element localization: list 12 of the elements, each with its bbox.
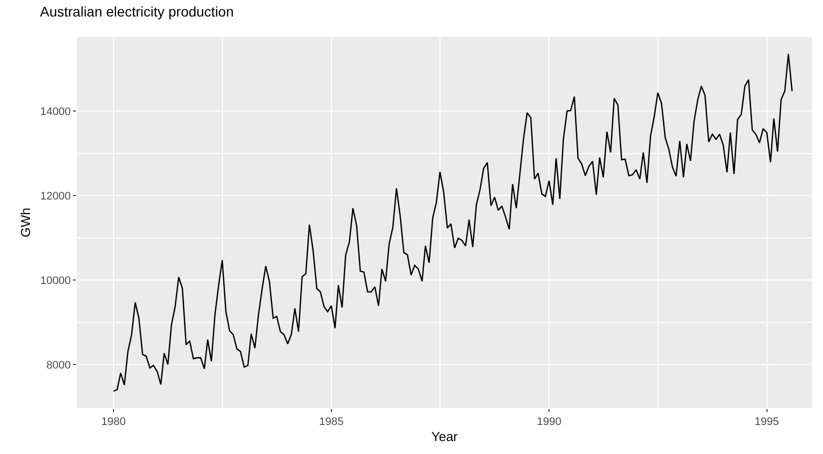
y-tick-label: 12000	[40, 190, 71, 202]
line-series	[112, 53, 793, 392]
y-tick-label: 10000	[40, 274, 71, 287]
x-tick-label: 1995	[754, 416, 780, 428]
y-tick-label: 14000	[40, 106, 71, 118]
x-tick-label: 1980	[101, 416, 126, 428]
x-tick-label: 1985	[319, 416, 344, 428]
x-tick-label: 1990	[536, 416, 562, 428]
x-axis-title: Year	[431, 428, 458, 444]
y-tick-label: 8000	[46, 359, 71, 372]
y-axis-title: GWh	[18, 208, 34, 238]
chart-title: Australian electricity production	[40, 4, 234, 20]
